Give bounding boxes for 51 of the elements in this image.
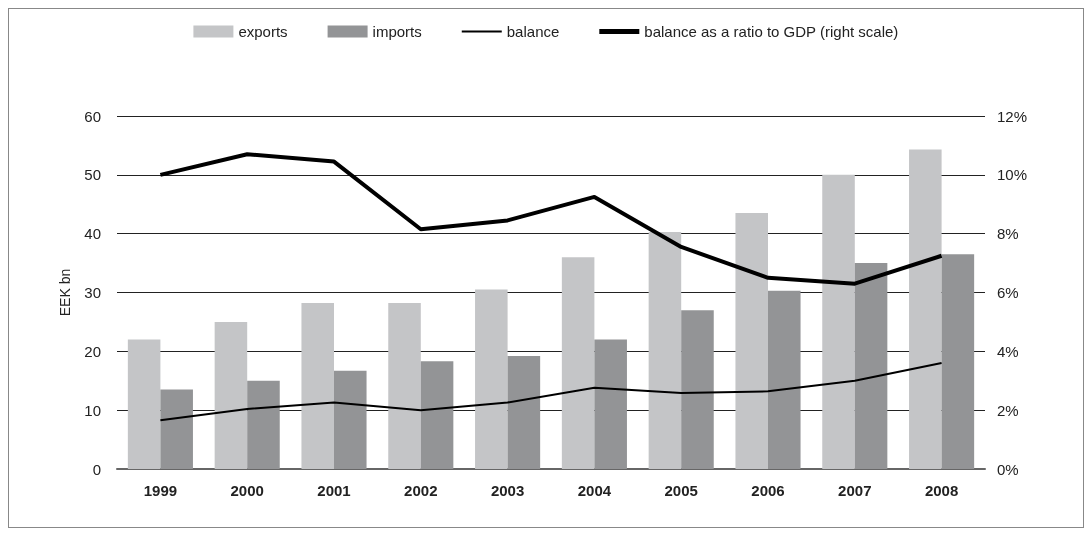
y2-tick-label: 4%: [997, 342, 1019, 360]
bar: [127, 339, 161, 469]
bar: [822, 174, 855, 469]
bar: [648, 231, 682, 469]
x-tick-label: 2002: [404, 482, 438, 499]
bar: [768, 290, 801, 469]
y2-tick-label: 12%: [997, 107, 1028, 125]
bar: [301, 303, 334, 469]
bar: [420, 361, 454, 469]
legend-label: balance: [506, 23, 560, 40]
bar: [160, 389, 193, 469]
y-tick-label: 20: [84, 342, 101, 360]
bar: [247, 380, 280, 469]
bar: [388, 303, 421, 469]
legend-label: imports: [372, 23, 422, 40]
bar: [475, 289, 508, 469]
bar: [561, 257, 595, 469]
x-tick-label: 2007: [838, 482, 872, 499]
bar: [334, 370, 367, 469]
y-tick-label: 10: [84, 401, 101, 419]
y-tick-label: 50: [84, 166, 101, 184]
y-tick-label: 0: [92, 460, 101, 478]
x-tick-label: 1999: [143, 482, 178, 499]
bar: [735, 213, 768, 469]
x-tick-label: 2008: [924, 482, 959, 499]
x-tick-label: 2006: [751, 482, 785, 499]
x-tick-label: 2004: [577, 482, 612, 499]
bar: [909, 149, 942, 469]
x-tick-label: 2005: [664, 482, 698, 499]
line-series: [159, 362, 943, 422]
bar: [854, 263, 888, 469]
bar: [681, 310, 714, 469]
x-tick-label: 2003: [490, 482, 525, 499]
legend-label: balance as a ratio to GDP (right scale): [644, 23, 899, 40]
y2-tick-label: 2%: [997, 401, 1019, 419]
y-tick-label: 30: [84, 284, 101, 301]
y2-tick-label: 10%: [997, 166, 1028, 184]
x-tick-label: 2001: [317, 482, 351, 499]
y-axis-title: EEK bn: [57, 268, 73, 317]
bar: [594, 339, 627, 469]
bar: [214, 321, 248, 469]
y2-tick-label: 0%: [997, 460, 1019, 478]
legend-label: exports: [238, 23, 288, 40]
line-series: [158, 152, 944, 286]
y-tick-label: 60: [84, 107, 101, 125]
bar: [941, 254, 975, 469]
y2-tick-label: 8%: [997, 225, 1019, 243]
y2-tick-label: 6%: [997, 284, 1019, 301]
x-tick-label: 2000: [230, 482, 264, 499]
bar: [507, 356, 541, 469]
y-tick-label: 40: [84, 225, 101, 243]
